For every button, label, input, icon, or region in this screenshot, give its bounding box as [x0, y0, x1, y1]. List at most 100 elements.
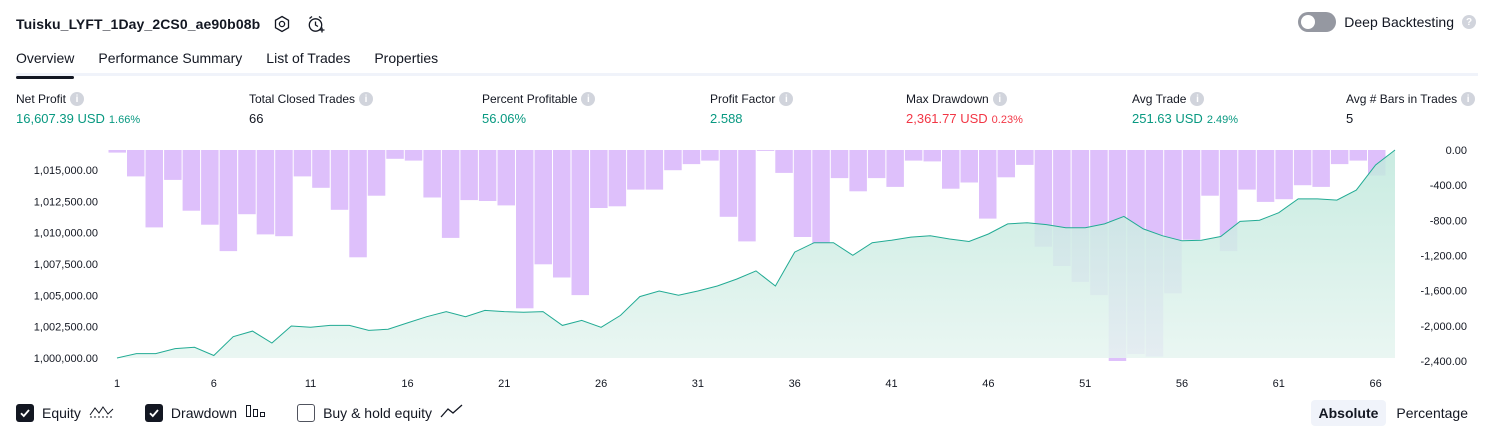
x-axis-tick-label: 31	[692, 378, 704, 390]
settings-icon[interactable]	[270, 12, 294, 36]
drawdown-bar	[812, 150, 830, 244]
buy-hold-line-icon	[440, 403, 464, 422]
drawdown-bar	[627, 150, 645, 190]
stat-label: Percent Profitable	[482, 92, 578, 106]
drawdown-bar	[1238, 150, 1256, 190]
x-axis: 1 6 11 16 21 26 31 36 41 46 51 56 61 66	[114, 378, 1382, 390]
stat-label: Avg # Bars in Trades	[1346, 92, 1458, 106]
x-axis-tick-label: 66	[1369, 378, 1381, 390]
drawdown-bar	[164, 150, 182, 180]
right-axis-tick-label: -400.00	[1430, 180, 1467, 192]
drawdown-bar	[516, 150, 534, 309]
drawdown-bar	[293, 150, 312, 177]
stat-percent: 0.23%	[991, 114, 1023, 126]
tab-overview[interactable]: Overview	[16, 44, 75, 79]
drawdown-bar	[386, 150, 404, 159]
stat-value: 66	[249, 111, 264, 126]
x-axis-tick-label: 6	[211, 378, 217, 390]
drawdown-bar	[1256, 150, 1275, 202]
right-axis-tick-label: 0.00	[1446, 145, 1467, 157]
stat-value: 2,361.77 USD	[906, 111, 988, 126]
right-axis-tick-label: -2,000.00	[1421, 321, 1467, 333]
drawdown-bar	[423, 150, 441, 198]
legend-buy-hold[interactable]: Buy & hold equity	[297, 403, 464, 422]
drawdown-bar	[330, 150, 349, 210]
stat-value: 16,607.39 USD	[16, 111, 105, 126]
drawdown-bar	[590, 150, 608, 208]
right-axis: 0.00 -400.00 -800.00 -1,200.00 -1,600.00 -2,0…	[1421, 145, 1467, 368]
drawdown-bar	[1201, 150, 1219, 196]
drawdown-bar	[904, 150, 923, 161]
drawdown-bar	[182, 150, 201, 211]
right-axis-tick-label: -800.00	[1430, 215, 1467, 227]
legend-equity-label: Equity	[42, 404, 81, 421]
drawdown-bar	[608, 150, 627, 207]
left-axis-tick-label: 1,007,500.00	[34, 259, 98, 271]
drawdown-bar	[219, 150, 238, 252]
drawdown-bar	[793, 150, 812, 237]
add-alert-icon[interactable]	[304, 12, 328, 36]
scale-mode-switch: Absolute Percentage	[1310, 400, 1477, 426]
drawdown-bar	[534, 150, 552, 265]
x-axis-tick-label: 36	[789, 378, 801, 390]
stat-profit-factor: Profit Factor i 2.588	[710, 92, 794, 126]
buy-hold-checkbox[interactable]	[297, 403, 316, 422]
info-icon[interactable]: i	[1190, 92, 1205, 106]
drawdown-bar	[1034, 150, 1053, 247]
stat-max-drawdown: Max Drawdown i 2,361.77 USD 0.23%	[906, 92, 1023, 126]
legend-equity[interactable]: Equity	[16, 403, 115, 422]
tab-list-of-trades[interactable]: List of Trades	[266, 50, 351, 66]
info-icon[interactable]: i	[359, 92, 374, 106]
info-icon[interactable]: i	[1461, 92, 1476, 106]
stat-percent: 1.66%	[108, 114, 141, 126]
drawdown-bar	[719, 150, 738, 217]
drawdown-bar	[923, 150, 941, 162]
absolute-button[interactable]: Absolute	[1310, 400, 1387, 426]
left-axis-tick-label: 1,015,000.00	[34, 165, 98, 177]
stat-label: Profit Factor	[710, 92, 776, 106]
info-icon[interactable]: i	[70, 92, 85, 106]
stat-total-closed-trades: Total Closed Trades i 66	[249, 92, 374, 126]
drawdown-bar	[145, 150, 163, 228]
legend-buy-hold-label: Buy & hold equity	[323, 404, 433, 421]
strategy-header: Tuisku_LYFT_1Day_2CS0_ae90b08b	[16, 10, 328, 38]
drawdown-bar	[645, 150, 664, 190]
deep-backtesting-label: Deep Backtesting	[1344, 14, 1454, 30]
left-axis-tick-label: 1,005,000.00	[34, 290, 98, 302]
strategy-title: Tuisku_LYFT_1Day_2CS0_ae90b08b	[16, 16, 261, 32]
info-icon[interactable]: i	[581, 92, 596, 106]
x-axis-tick-label: 1	[114, 378, 120, 390]
stat-value: 56.06%	[482, 111, 527, 126]
stat-label: Net Profit	[16, 92, 67, 106]
drawdown-bar	[1293, 150, 1312, 186]
drawdown-bar	[404, 150, 423, 161]
chart-legend: Equity Drawdown Buy & hold equity	[16, 403, 464, 422]
drawdown-bar	[441, 150, 460, 238]
percentage-button[interactable]: Percentage	[1396, 405, 1468, 421]
equity-line-icon	[89, 403, 115, 422]
equity-checkbox[interactable]	[16, 403, 34, 422]
info-icon[interactable]: i	[992, 92, 1007, 106]
deep-backtesting-toggle[interactable]	[1298, 12, 1337, 32]
drawdown-bar	[1182, 150, 1201, 240]
drawdown-checkbox[interactable]	[144, 403, 163, 422]
stat-label: Total Closed Trades	[249, 92, 356, 106]
drawdown-bar	[571, 150, 589, 296]
drawdown-bar	[256, 150, 275, 235]
drawdown-bar	[979, 150, 997, 219]
equity-drawdown-chart[interactable]: 1,000,000.00 1,002,500.00 1,005,000.00 1,00…	[0, 140, 1494, 395]
drawdown-bar	[201, 150, 219, 225]
help-icon[interactable]: ?	[1462, 15, 1476, 29]
info-icon[interactable]: i	[779, 92, 794, 106]
tab-properties[interactable]: Properties	[374, 50, 439, 66]
drawdown-bar	[849, 150, 867, 192]
x-axis-tick-label: 46	[982, 378, 994, 390]
drawdown-bar	[108, 150, 126, 153]
tab-performance-summary[interactable]: Performance Summary	[98, 50, 243, 66]
drawdown-bar	[756, 150, 775, 151]
legend-drawdown[interactable]: Drawdown	[144, 403, 267, 422]
drawdown-bar	[478, 150, 497, 201]
drawdown-bar	[701, 150, 719, 161]
drawdown-bar	[238, 150, 256, 215]
x-axis-tick-label: 11	[305, 378, 316, 390]
